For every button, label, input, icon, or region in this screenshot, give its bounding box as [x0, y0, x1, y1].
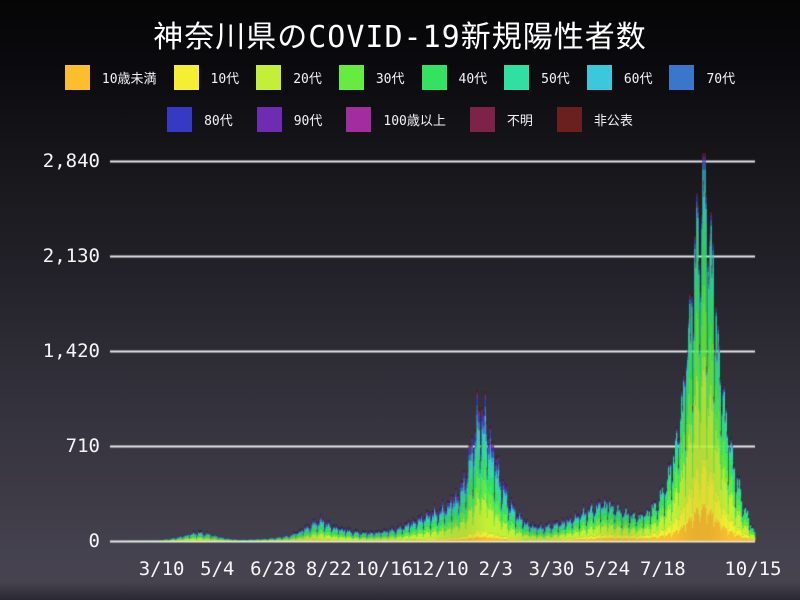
x-axis-tick-label: 5/24: [584, 558, 631, 580]
y-axis-tick-label: 1,420: [42, 340, 100, 362]
y-axis-tick-label: 2,130: [42, 245, 100, 267]
x-axis-tick-label: 8/22: [305, 558, 352, 580]
x-axis-tick-label: 2/3: [478, 558, 513, 580]
x-axis-tick-label: 3/10: [138, 558, 185, 580]
x-axis-tick-label: 7/18: [639, 558, 686, 580]
y-axis-tick-label: 710: [65, 435, 100, 457]
x-axis-tick-label: 5/4: [200, 558, 235, 580]
x-axis-tick-label: 10/15: [724, 558, 782, 580]
x-axis-tick-label: 10/16: [355, 558, 413, 580]
y-axis-tick-label: 2,840: [42, 150, 100, 172]
x-axis-tick-label: 3/30: [528, 558, 575, 580]
y-axis-tick-label: 0: [88, 530, 100, 552]
x-axis-tick-label: 12/10: [411, 558, 469, 580]
x-axis-tick-label: 6/28: [250, 558, 296, 580]
